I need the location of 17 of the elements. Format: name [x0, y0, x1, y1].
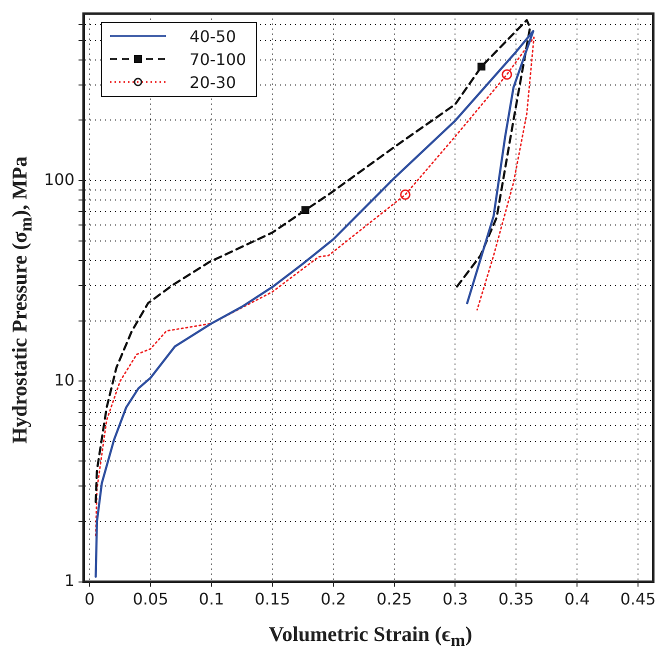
x-tick-label: 0.05: [132, 590, 168, 609]
x-tick-label: 0.1: [198, 590, 224, 609]
x-tick-label: 0: [84, 590, 95, 609]
x-tick-label: 0.35: [498, 590, 534, 609]
x-tick-label: 0.25: [376, 590, 412, 609]
x-tick-label: 0.45: [620, 590, 656, 609]
x-tick-label: 0.4: [564, 590, 590, 609]
y-tick-label: 100: [44, 170, 75, 189]
x-tick-label: 0.3: [442, 590, 468, 609]
y-tick-label: 10: [54, 370, 75, 390]
y-tick-label: 1: [64, 570, 75, 590]
x-tick-label: 0.15: [254, 590, 290, 609]
x-axis-title: Volumetric Strain (ϵ$_{m}$): [268, 622, 474, 652]
legend-label: 40-50: [190, 26, 236, 46]
legend-label: 20-30: [190, 72, 236, 92]
x-tick-label: 0.2: [320, 590, 346, 609]
legend-label: 70-100: [190, 50, 246, 69]
